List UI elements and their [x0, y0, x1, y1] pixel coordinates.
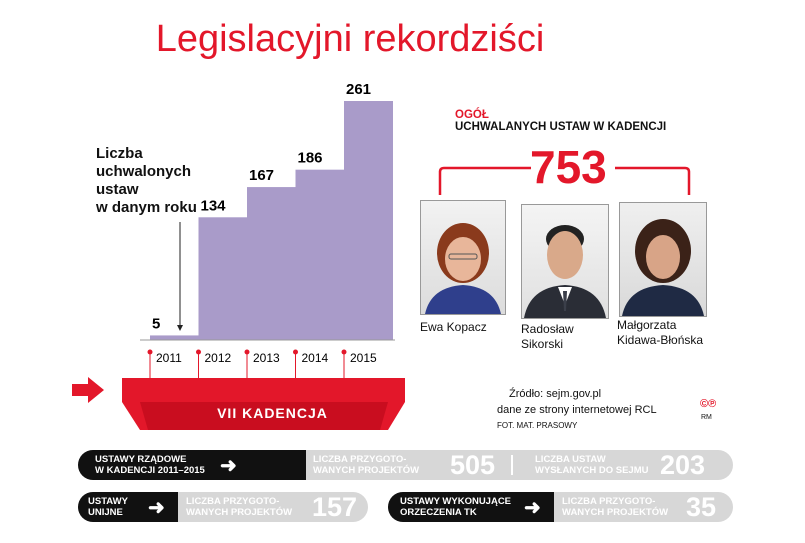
- red-arrow-icon: [72, 377, 104, 403]
- chart-ylabel: Liczba uchwalonych ustaw w danym roku: [96, 145, 197, 216]
- page-title: Legislacyjni rekordziści: [155, 18, 545, 60]
- x-tick-label: 2015: [350, 351, 377, 365]
- arrow-right-icon: ➜: [524, 497, 541, 519]
- stats-value: 35: [686, 492, 717, 522]
- year-tick-dot: [147, 349, 153, 355]
- person-name: Ewa Kopacz: [420, 320, 487, 334]
- stats-sublabel: LICZBA USTAW WYSŁANYCH DO SEJMU: [535, 454, 649, 476]
- term-label: VII KADENCJA: [217, 405, 328, 421]
- total-value: 753: [530, 141, 607, 193]
- bar-2012: [198, 217, 248, 340]
- bar-2014: [295, 169, 345, 340]
- x-tick-label: 2013: [253, 351, 280, 365]
- stats-sublabel: LICZBA PRZYGOTO- WANYCH PROJEKTÓW: [186, 496, 293, 518]
- stats-label: USTAWY RZĄDOWE W KADENCJI 2011–2015: [95, 454, 205, 476]
- stats-value: 203: [660, 450, 706, 480]
- year-tick-dot: [196, 349, 201, 355]
- bar-value-label: 167: [249, 167, 274, 184]
- photo-radoslaw-sikorski: [521, 204, 609, 319]
- term-banner-inner: [140, 402, 388, 430]
- bar-value-label: 134: [201, 197, 227, 214]
- brace-left: [438, 166, 531, 195]
- year-tick-dot: [244, 349, 250, 355]
- person-name: Radosław Sikorski: [521, 322, 574, 351]
- arrow-right-icon: ➜: [148, 497, 165, 519]
- stats-label-block: [78, 450, 306, 480]
- x-tick-label: 2012: [205, 351, 232, 365]
- stats-label: USTAWY UNIJNE: [88, 496, 128, 518]
- brace-right: [615, 166, 691, 195]
- year-tick-dot: [341, 349, 347, 355]
- person-name: Małgorzata Kidawa-Błońska: [617, 318, 704, 347]
- bar-2015: [344, 101, 393, 340]
- stats-sublabel: LICZBA PRZYGOTO- WANYCH PROJEKTÓW: [562, 496, 669, 518]
- photo-ewa-kopacz: [420, 200, 506, 315]
- year-tick-dot: [293, 349, 298, 355]
- stats-value: 505: [450, 450, 496, 480]
- photo-credit: FOT. MAT. PRASOWY: [497, 421, 578, 430]
- total-heading: OGÓŁ UCHWALANYCH USTAW W KADENCJI: [455, 109, 667, 133]
- bar-value-label: 261: [346, 81, 371, 98]
- pointer-arrowhead: [177, 325, 183, 331]
- bar-value-label: 5: [152, 315, 160, 332]
- bar-2011: [150, 335, 199, 340]
- author-initials: RM: [701, 414, 712, 421]
- photo-malgorzata-kidawa-blonska: [619, 202, 707, 317]
- bar-2013: [247, 187, 296, 340]
- stats-label-block: [388, 492, 554, 522]
- stats-label: USTAWY WYKONUJĄCE ORZECZENIA TK: [400, 496, 512, 518]
- x-tick-label: 2014: [302, 351, 329, 365]
- arrow-right-icon: ➜: [220, 455, 237, 477]
- x-tick-label: 2011: [156, 351, 182, 365]
- stats-sublabel: LICZBA PRZYGOTO- WANYCH PROJEKTÓW: [313, 454, 420, 476]
- stats-value: 157: [312, 492, 358, 522]
- copyright-mark: ©℗: [700, 398, 717, 410]
- divider: [511, 455, 513, 475]
- stats-label-block: [78, 492, 178, 522]
- bar-value-label: 186: [298, 150, 323, 167]
- source-note: Źródło: sejm.gov.pl dane ze strony inter…: [497, 386, 657, 434]
